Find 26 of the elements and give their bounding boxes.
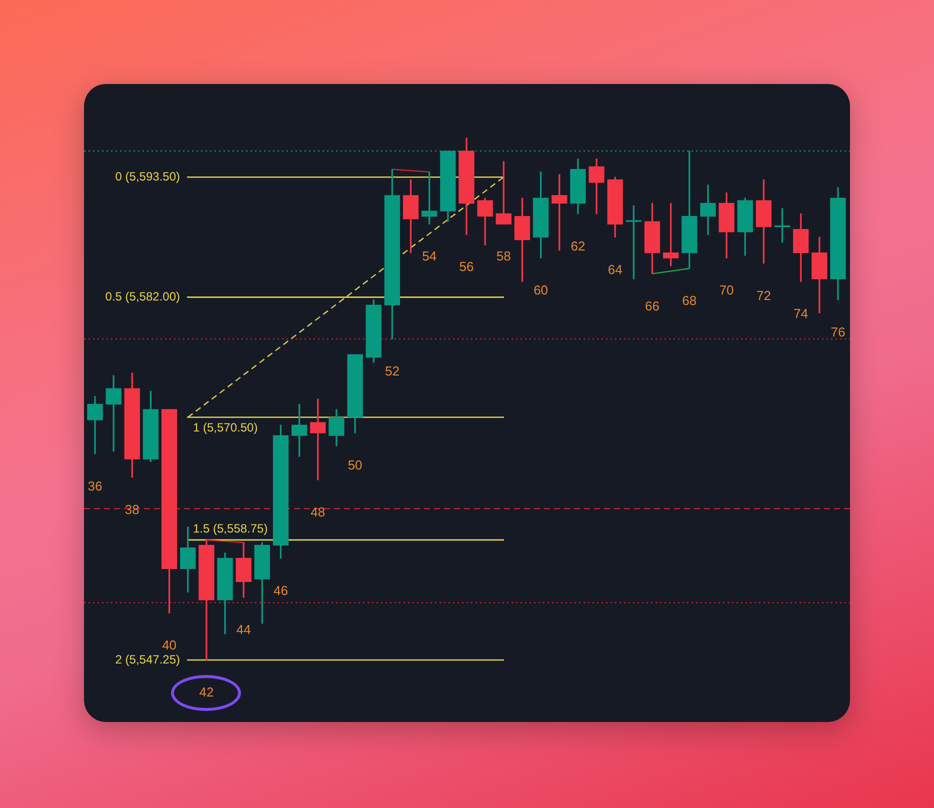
x-tick-label: 58 (496, 248, 511, 264)
x-tick-label: 56 (459, 259, 474, 274)
x-tick-label: 36 (88, 478, 102, 494)
x-tick-label: 60 (534, 282, 548, 298)
x-tick-label: 74 (794, 306, 808, 322)
x-tick-label: 48 (310, 504, 326, 520)
x-tick-label: 44 (236, 622, 251, 637)
x-tick-label: 68 (682, 293, 697, 308)
x-tick-label: 42 (199, 684, 214, 700)
x-tick-label: 72 (756, 288, 771, 303)
annotation: 2 (5,547.25) (115, 652, 180, 666)
x-tick-label: 62 (570, 238, 586, 254)
x-tick-label: 70 (719, 282, 734, 298)
annotation: 0 (5,593.50) (115, 169, 180, 184)
x-tick-label: 64 (608, 262, 622, 277)
x-tick-label: 66 (645, 298, 660, 314)
x-tick-label: 52 (384, 364, 400, 379)
annotation: 1.5 (5,558.75) (193, 521, 268, 536)
candlestick (106, 375, 122, 452)
annotation: 1 (5,570.50) (193, 420, 258, 435)
x-tick-label: 54 (422, 248, 437, 264)
x-tick-label: 40 (162, 638, 177, 653)
x-tick-label: 76 (830, 324, 846, 340)
x-tick-label: 46 (274, 582, 288, 598)
annotation: 0.5 (5,582.00) (105, 290, 180, 304)
x-tick-label: 50 (348, 458, 362, 473)
